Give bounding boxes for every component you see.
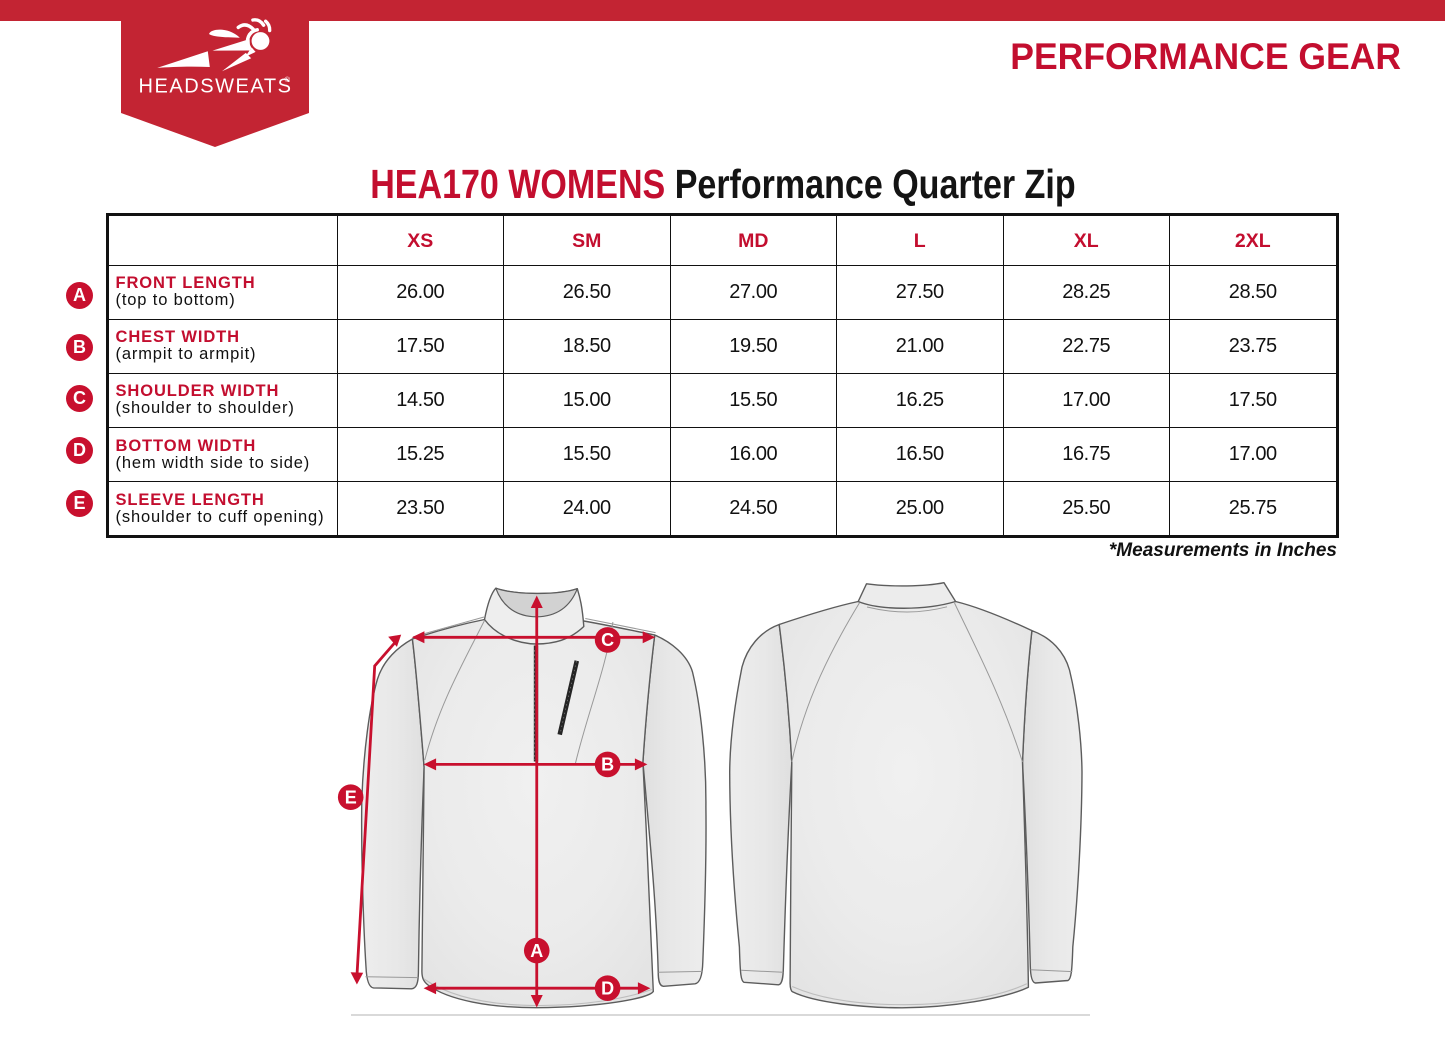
- svg-text:HEADSWEATS: HEADSWEATS: [138, 76, 292, 98]
- svg-text:A: A: [530, 941, 543, 961]
- svg-text:C: C: [601, 630, 614, 650]
- svg-text:D: D: [601, 979, 614, 999]
- svg-text:®: ®: [285, 75, 291, 84]
- svg-text:B: B: [601, 755, 614, 775]
- svg-text:E: E: [345, 788, 357, 808]
